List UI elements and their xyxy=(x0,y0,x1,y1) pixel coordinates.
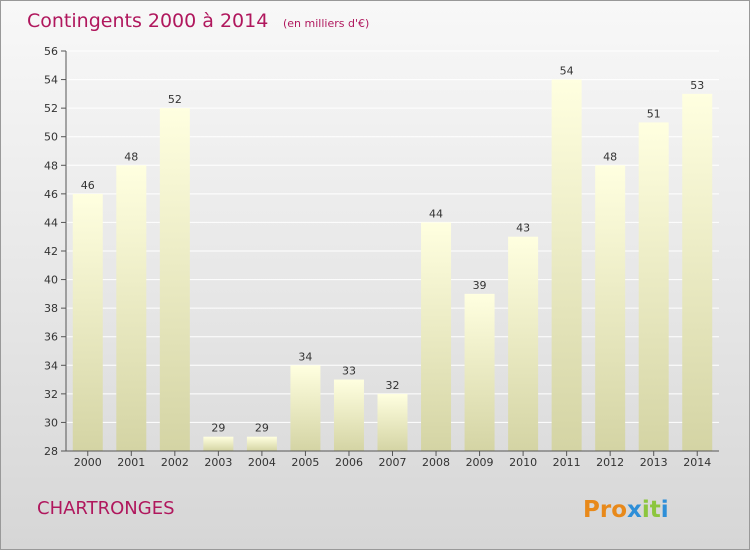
bar xyxy=(159,108,190,452)
x-tick-label: 2013 xyxy=(640,456,668,469)
chart-subtitle: (en milliers d'€) xyxy=(283,17,369,30)
data-labels: 46 48 52 29 29 34 33 32 44 39 43 54 48 51 53 xyxy=(81,65,704,435)
y-tick-label: 42 xyxy=(44,245,58,258)
logo-letter: x xyxy=(627,497,642,523)
data-label: 51 xyxy=(647,107,661,120)
x-tick-label: 2006 xyxy=(335,456,363,469)
y-tick-label: 44 xyxy=(44,216,58,229)
x-tick-label: 2011 xyxy=(553,456,581,469)
data-label: 43 xyxy=(516,222,530,235)
x-tick-label: 2009 xyxy=(466,456,494,469)
data-label: 46 xyxy=(81,179,95,192)
y-tick-label: 40 xyxy=(44,274,58,287)
bars xyxy=(72,79,713,452)
y-tick-label: 52 xyxy=(44,102,58,115)
logo-letter: r xyxy=(600,497,612,523)
data-label: 48 xyxy=(124,150,138,163)
data-label: 44 xyxy=(429,207,443,220)
x-tick-label: 2003 xyxy=(204,456,232,469)
data-label: 29 xyxy=(255,422,269,435)
chart-title: Contingents 2000 à 2014 xyxy=(27,10,268,32)
bar xyxy=(203,436,234,451)
y-tick-label: 30 xyxy=(44,416,58,429)
data-label: 29 xyxy=(211,422,225,435)
y-tick-label: 38 xyxy=(44,302,58,315)
axes: 28 30 32 34 36 38 40 42 44 46 48 50 52 54 56 2000 2001 20… xyxy=(44,45,719,469)
town-name: CHARTRONGES xyxy=(37,498,175,519)
bar xyxy=(246,436,277,451)
proxiti-logo: Proxiti xyxy=(583,497,669,523)
x-tick-label: 2014 xyxy=(683,456,711,469)
y-tick-label: 36 xyxy=(44,331,58,344)
x-tick-label: 2010 xyxy=(509,456,537,469)
data-label: 53 xyxy=(690,79,704,92)
y-tick-label: 32 xyxy=(44,388,58,401)
x-tick-label: 2002 xyxy=(161,456,189,469)
y-tick-label: 50 xyxy=(44,131,58,144)
bar xyxy=(595,165,626,452)
logo-letter: o xyxy=(611,497,627,523)
bar xyxy=(116,165,147,452)
x-tick-label: 2007 xyxy=(379,456,407,469)
bar xyxy=(638,122,669,451)
bar xyxy=(508,236,539,451)
data-label: 52 xyxy=(168,93,182,106)
x-tick-label: 2000 xyxy=(74,456,102,469)
bar xyxy=(421,222,452,451)
y-tick-label: 34 xyxy=(44,359,58,372)
y-tick-label: 56 xyxy=(44,45,58,58)
logo-letter: i xyxy=(642,497,650,523)
y-tick-label: 28 xyxy=(44,445,58,458)
x-tick-label: 2005 xyxy=(291,456,319,469)
bar xyxy=(290,365,321,451)
x-tick-label: 2008 xyxy=(422,456,450,469)
logo-letter: i xyxy=(661,497,669,523)
bar xyxy=(682,93,713,451)
data-label: 34 xyxy=(298,350,312,363)
x-tick-label: 2004 xyxy=(248,456,276,469)
data-label: 54 xyxy=(560,65,574,78)
logo-letter: P xyxy=(583,497,600,523)
bar xyxy=(464,293,495,451)
y-tick-label: 46 xyxy=(44,188,58,201)
bar xyxy=(377,393,408,451)
x-tick-label: 2012 xyxy=(596,456,624,469)
bar xyxy=(333,379,364,451)
logo-letter: t xyxy=(650,497,661,523)
y-tick-label: 48 xyxy=(44,159,58,172)
data-label: 33 xyxy=(342,365,356,378)
data-label: 48 xyxy=(603,150,617,163)
data-label: 39 xyxy=(473,279,487,292)
data-label: 32 xyxy=(386,379,400,392)
bar xyxy=(551,79,582,452)
bar xyxy=(72,193,103,451)
y-tick-label: 54 xyxy=(44,74,58,87)
x-tick-label: 2001 xyxy=(117,456,145,469)
